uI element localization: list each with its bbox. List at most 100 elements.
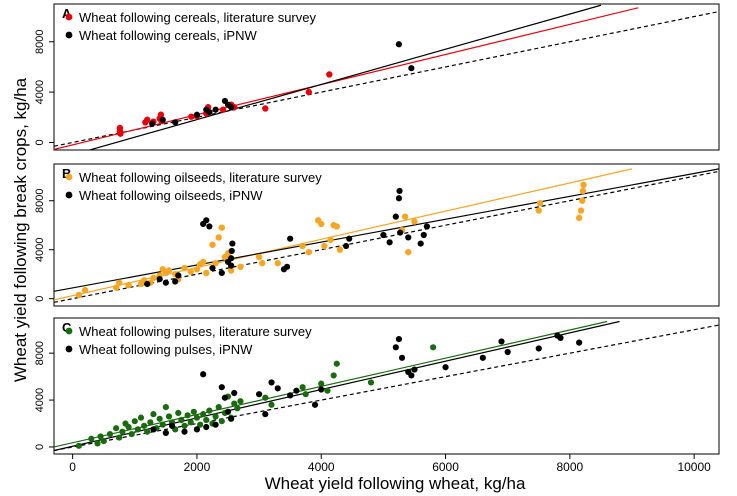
data-point [577,207,585,214]
data-point [150,274,157,282]
data-point [203,416,210,424]
data-point [168,422,176,429]
data-point [200,371,207,378]
panel-c: C 0 4000 8000 Wheat following pulses, litera… [34,317,720,455]
y-tick-label: 4000 [34,80,46,104]
data-point [575,214,583,222]
data-point [229,240,236,247]
data-point [159,116,166,123]
panel-frame [53,3,720,151]
data-point [215,404,222,411]
data-point [162,429,169,436]
data-point [125,423,132,431]
data-point [333,360,340,367]
data-point [324,387,331,394]
x-tick-label: 6000 [432,460,459,474]
data-point [206,223,213,230]
legend-marker [65,31,73,39]
data-point [336,246,344,253]
data-point [116,279,123,286]
data-point [262,411,269,418]
legend-marker [65,173,73,181]
data-point [579,197,586,204]
data-point [181,422,188,429]
data-point [221,394,229,401]
data-point [228,104,235,111]
data-point [227,267,235,274]
data-point [395,195,403,202]
data-point [237,263,244,271]
data-point [162,279,169,286]
data-point [157,111,165,118]
data-point [386,239,393,246]
x-tick-label: 10000 [677,460,711,474]
data-point [193,414,201,421]
y-tick-label: 4000 [34,237,46,261]
data-point [398,354,406,361]
data-point [94,440,101,447]
data-point [302,391,309,398]
data-point [318,380,325,387]
data-point [255,253,263,261]
data-point [165,413,173,420]
data-point [479,354,486,361]
data-point [219,106,227,113]
data-point [215,234,222,241]
data-point [175,409,182,417]
x-axis: 0 2000 4000 6000 8000 10000 [69,454,711,474]
legend-marker [65,191,73,199]
y-tick-label: 8000 [34,30,46,54]
legend-marker [65,327,73,335]
panel-frame [53,317,720,455]
y-tick-label: 0 [34,296,46,302]
y-tick-label: 0 [34,139,46,145]
data-points [75,332,583,449]
data-point [181,264,188,272]
data-point [116,124,124,132]
data-point [116,434,123,441]
data-point [504,348,511,356]
data-point [395,336,403,343]
data-point [144,116,151,123]
panels-group: A 0 4000 8000 Wheat following cereals, liter… [34,3,720,455]
data-point [218,384,225,391]
data-point [367,379,375,386]
data-point [380,231,387,239]
data-point [580,181,587,189]
panel-a: A 0 4000 8000 Wheat following cereals, liter… [34,3,720,151]
data-point [231,389,238,397]
data-point [274,259,281,267]
data-point [203,217,210,224]
data-point [75,291,83,299]
fit-line [54,10,719,147]
data-point [156,415,163,422]
data-point [299,384,306,391]
data-point [255,391,263,398]
data-point [535,207,542,214]
x-axis-label: Wheat yield following wheat, kg/ha [265,474,526,493]
legend-label: Wheat following pulses, iPNW [79,342,253,357]
data-point [405,234,412,241]
data-point [193,111,201,118]
fit-line [87,4,602,150]
data-point [159,421,166,428]
data-point [234,405,241,412]
data-point [299,242,306,250]
data-point [165,267,173,274]
data-point [321,242,328,250]
data-point [206,407,213,414]
data-point [397,229,404,236]
data-point [287,392,294,399]
data-point [117,130,124,137]
data-point [188,113,195,120]
x-tick-label: 0 [69,460,76,474]
legend-label: Wheat following cereals, literature surv… [79,10,316,25]
data-point [172,119,179,126]
data-point [395,41,403,48]
data-point [172,278,179,285]
y-tick-label: 4000 [34,388,46,412]
data-point [283,263,291,270]
data-point [228,415,235,422]
data-point [396,187,403,195]
